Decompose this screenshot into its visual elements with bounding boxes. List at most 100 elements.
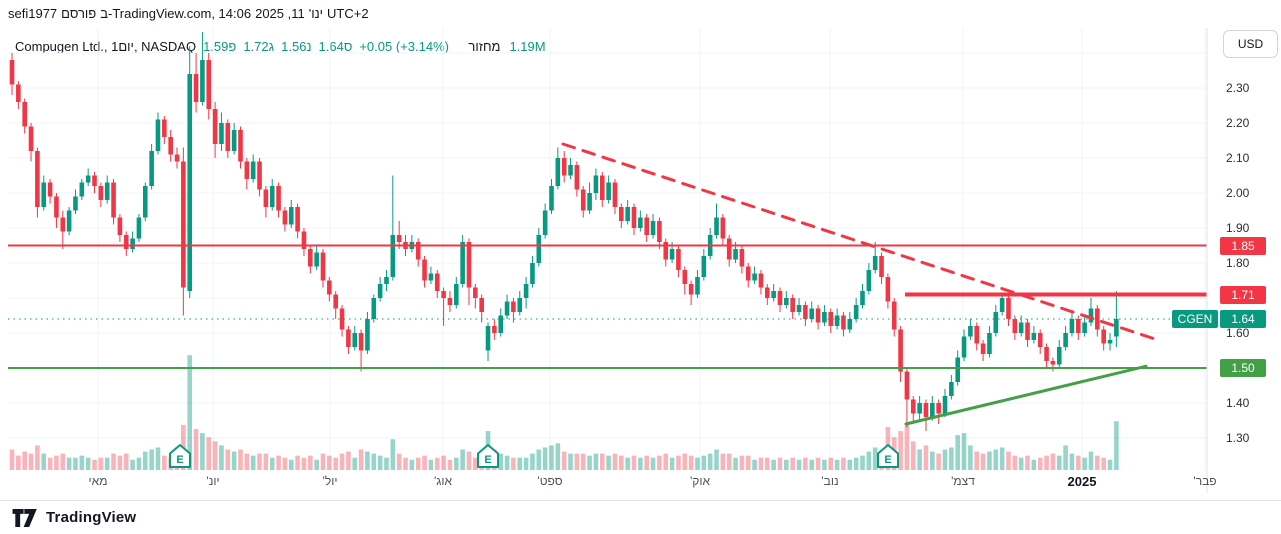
candle-body <box>949 382 954 396</box>
publish-timezone: UTC+2 <box>327 6 369 21</box>
volume-bar <box>809 459 815 470</box>
candle-body <box>1088 308 1094 323</box>
volume-bar <box>269 457 275 470</box>
publish-user: sefi1977 <box>8 6 58 21</box>
volume-bar <box>1025 455 1030 470</box>
candle-body <box>828 312 834 326</box>
publish-text-published: פורסם <box>61 6 97 21</box>
candle-body <box>999 298 1005 312</box>
candle-body <box>701 256 707 277</box>
volume-bar <box>54 455 59 470</box>
candle-body <box>993 312 999 333</box>
volume-bar <box>593 453 599 470</box>
month-label: נוב' <box>821 474 839 488</box>
volume-bar <box>79 455 85 470</box>
volume-bar <box>473 457 478 470</box>
volume-bar <box>904 424 910 470</box>
candle-body <box>568 165 573 176</box>
candle-body <box>85 175 91 183</box>
candle-body <box>504 301 510 316</box>
month-label: פבר' <box>1193 474 1217 488</box>
earnings-icon <box>877 444 899 468</box>
price-axis[interactable]: 2.30 2.20 2.10 2.00 1.90 1.80 1.60 1.40 1.30 1.85… <box>1172 28 1281 493</box>
volume-bar <box>104 457 110 470</box>
candle-body <box>314 252 319 267</box>
candle-body <box>910 399 916 414</box>
volume-bar <box>314 459 319 470</box>
candle-body <box>1031 333 1037 340</box>
candle-body <box>1044 347 1049 361</box>
candle-body <box>320 252 326 281</box>
volume-bar <box>511 457 516 470</box>
volume-bar <box>276 455 281 470</box>
candle-body <box>1050 361 1056 365</box>
chart-legend: Compugen Ltd., 1יום, NASDAQ פ1.59 ג1.72 … <box>15 33 546 56</box>
volume-bar <box>1107 459 1113 470</box>
candle-body <box>212 109 218 144</box>
volume-bar <box>346 451 351 470</box>
volume-bar <box>327 455 332 470</box>
candle-body <box>980 343 986 354</box>
volume-bar <box>130 459 135 470</box>
candle-body <box>891 301 897 330</box>
volume-bar <box>123 453 129 470</box>
volume-bar <box>949 447 954 470</box>
candle-body <box>942 396 948 414</box>
level-price-label: 1.85 <box>1220 236 1266 255</box>
volume-bar <box>219 445 224 470</box>
volume-bar <box>796 459 802 470</box>
candle-body <box>288 207 294 225</box>
volume-bar <box>238 449 243 470</box>
ascending-trendline <box>904 364 1148 426</box>
volume-bar <box>250 455 256 470</box>
ticker-price-label: CGEN 1.64 <box>1172 310 1266 328</box>
volume-bar <box>695 457 700 470</box>
volume-bar <box>580 453 586 470</box>
volume-bar <box>60 453 66 470</box>
volume-bar <box>815 457 821 470</box>
candle-body <box>377 284 383 298</box>
volume-bar <box>701 455 707 470</box>
month-label: אוק' <box>689 474 711 488</box>
currency-usd-button[interactable]: USD <box>1223 30 1278 58</box>
candle-body <box>682 270 688 284</box>
candle-body <box>422 259 427 281</box>
candle-body <box>98 186 104 200</box>
candle-body <box>669 249 675 260</box>
volume-bar <box>263 453 269 470</box>
candle-body <box>104 182 110 200</box>
price-tick-label: 2.30 <box>1226 81 1250 95</box>
legend-close: ס1.64 <box>318 39 353 54</box>
month-label: יול' <box>322 474 338 488</box>
volume-bar <box>999 447 1005 470</box>
candle-body <box>955 357 961 382</box>
publish-site-time: ב-TradingView.com, 14:06 <box>100 6 252 21</box>
volume-bar <box>504 455 510 470</box>
volume-indicator-label[interactable]: מחזור <box>468 39 501 54</box>
volume-bar <box>764 457 770 470</box>
volume-value: 1.19M <box>509 39 546 54</box>
volume-bar <box>47 457 53 470</box>
candle-body <box>657 221 662 242</box>
candle-body <box>549 186 554 211</box>
candle-body <box>1114 319 1119 337</box>
candle-body <box>390 235 396 277</box>
volume-bar <box>917 449 922 470</box>
candle-body <box>73 196 78 211</box>
volume-bar <box>162 455 167 470</box>
publish-date: 2025 ,11 <box>255 6 305 21</box>
time-axis[interactable]: מאי יונ' יול' אוג' ספט' אוק' נוב' דצמ' 2025 פבר' <box>0 472 1281 494</box>
volume-bar <box>657 455 662 470</box>
volume-bar <box>968 445 973 470</box>
symbol-title[interactable]: Compugen Ltd., 1יום, NASDAQ <box>15 39 197 54</box>
volume-bar <box>415 457 421 470</box>
candle-body <box>333 294 338 309</box>
candle-body <box>441 291 446 298</box>
tradingview-logo[interactable]: TradingView <box>0 500 1281 534</box>
volume-bar <box>73 457 78 470</box>
candle-body <box>371 298 377 319</box>
volume-bar <box>619 455 624 470</box>
volume-bar <box>22 451 27 470</box>
candle-body <box>276 186 281 211</box>
